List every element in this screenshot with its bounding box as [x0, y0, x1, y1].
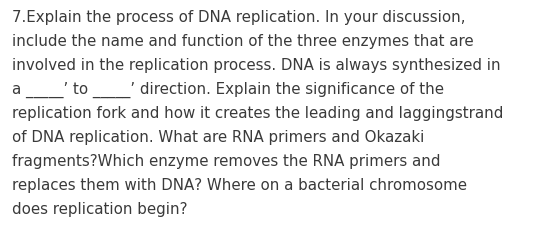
- Text: does replication begin?: does replication begin?: [12, 201, 188, 216]
- Text: replaces them with DNA? Where on a bacterial chromosome: replaces them with DNA? Where on a bacte…: [12, 177, 467, 192]
- Text: include the name and function of the three enzymes that are: include the name and function of the thr…: [12, 34, 474, 49]
- Text: of DNA replication. What are RNA primers and Okazaki: of DNA replication. What are RNA primers…: [12, 129, 425, 144]
- Text: a _____’ to _____’ direction. Explain the significance of the: a _____’ to _____’ direction. Explain th…: [12, 82, 444, 98]
- Text: replication fork and how it creates the leading and laggingstrand: replication fork and how it creates the …: [12, 106, 504, 120]
- Text: 7.Explain the process of DNA replication. In your discussion,: 7.Explain the process of DNA replication…: [12, 10, 466, 25]
- Text: involved in the replication process. DNA is always synthesized in: involved in the replication process. DNA…: [12, 58, 501, 73]
- Text: fragments?Which enzyme removes the RNA primers and: fragments?Which enzyme removes the RNA p…: [12, 153, 441, 168]
